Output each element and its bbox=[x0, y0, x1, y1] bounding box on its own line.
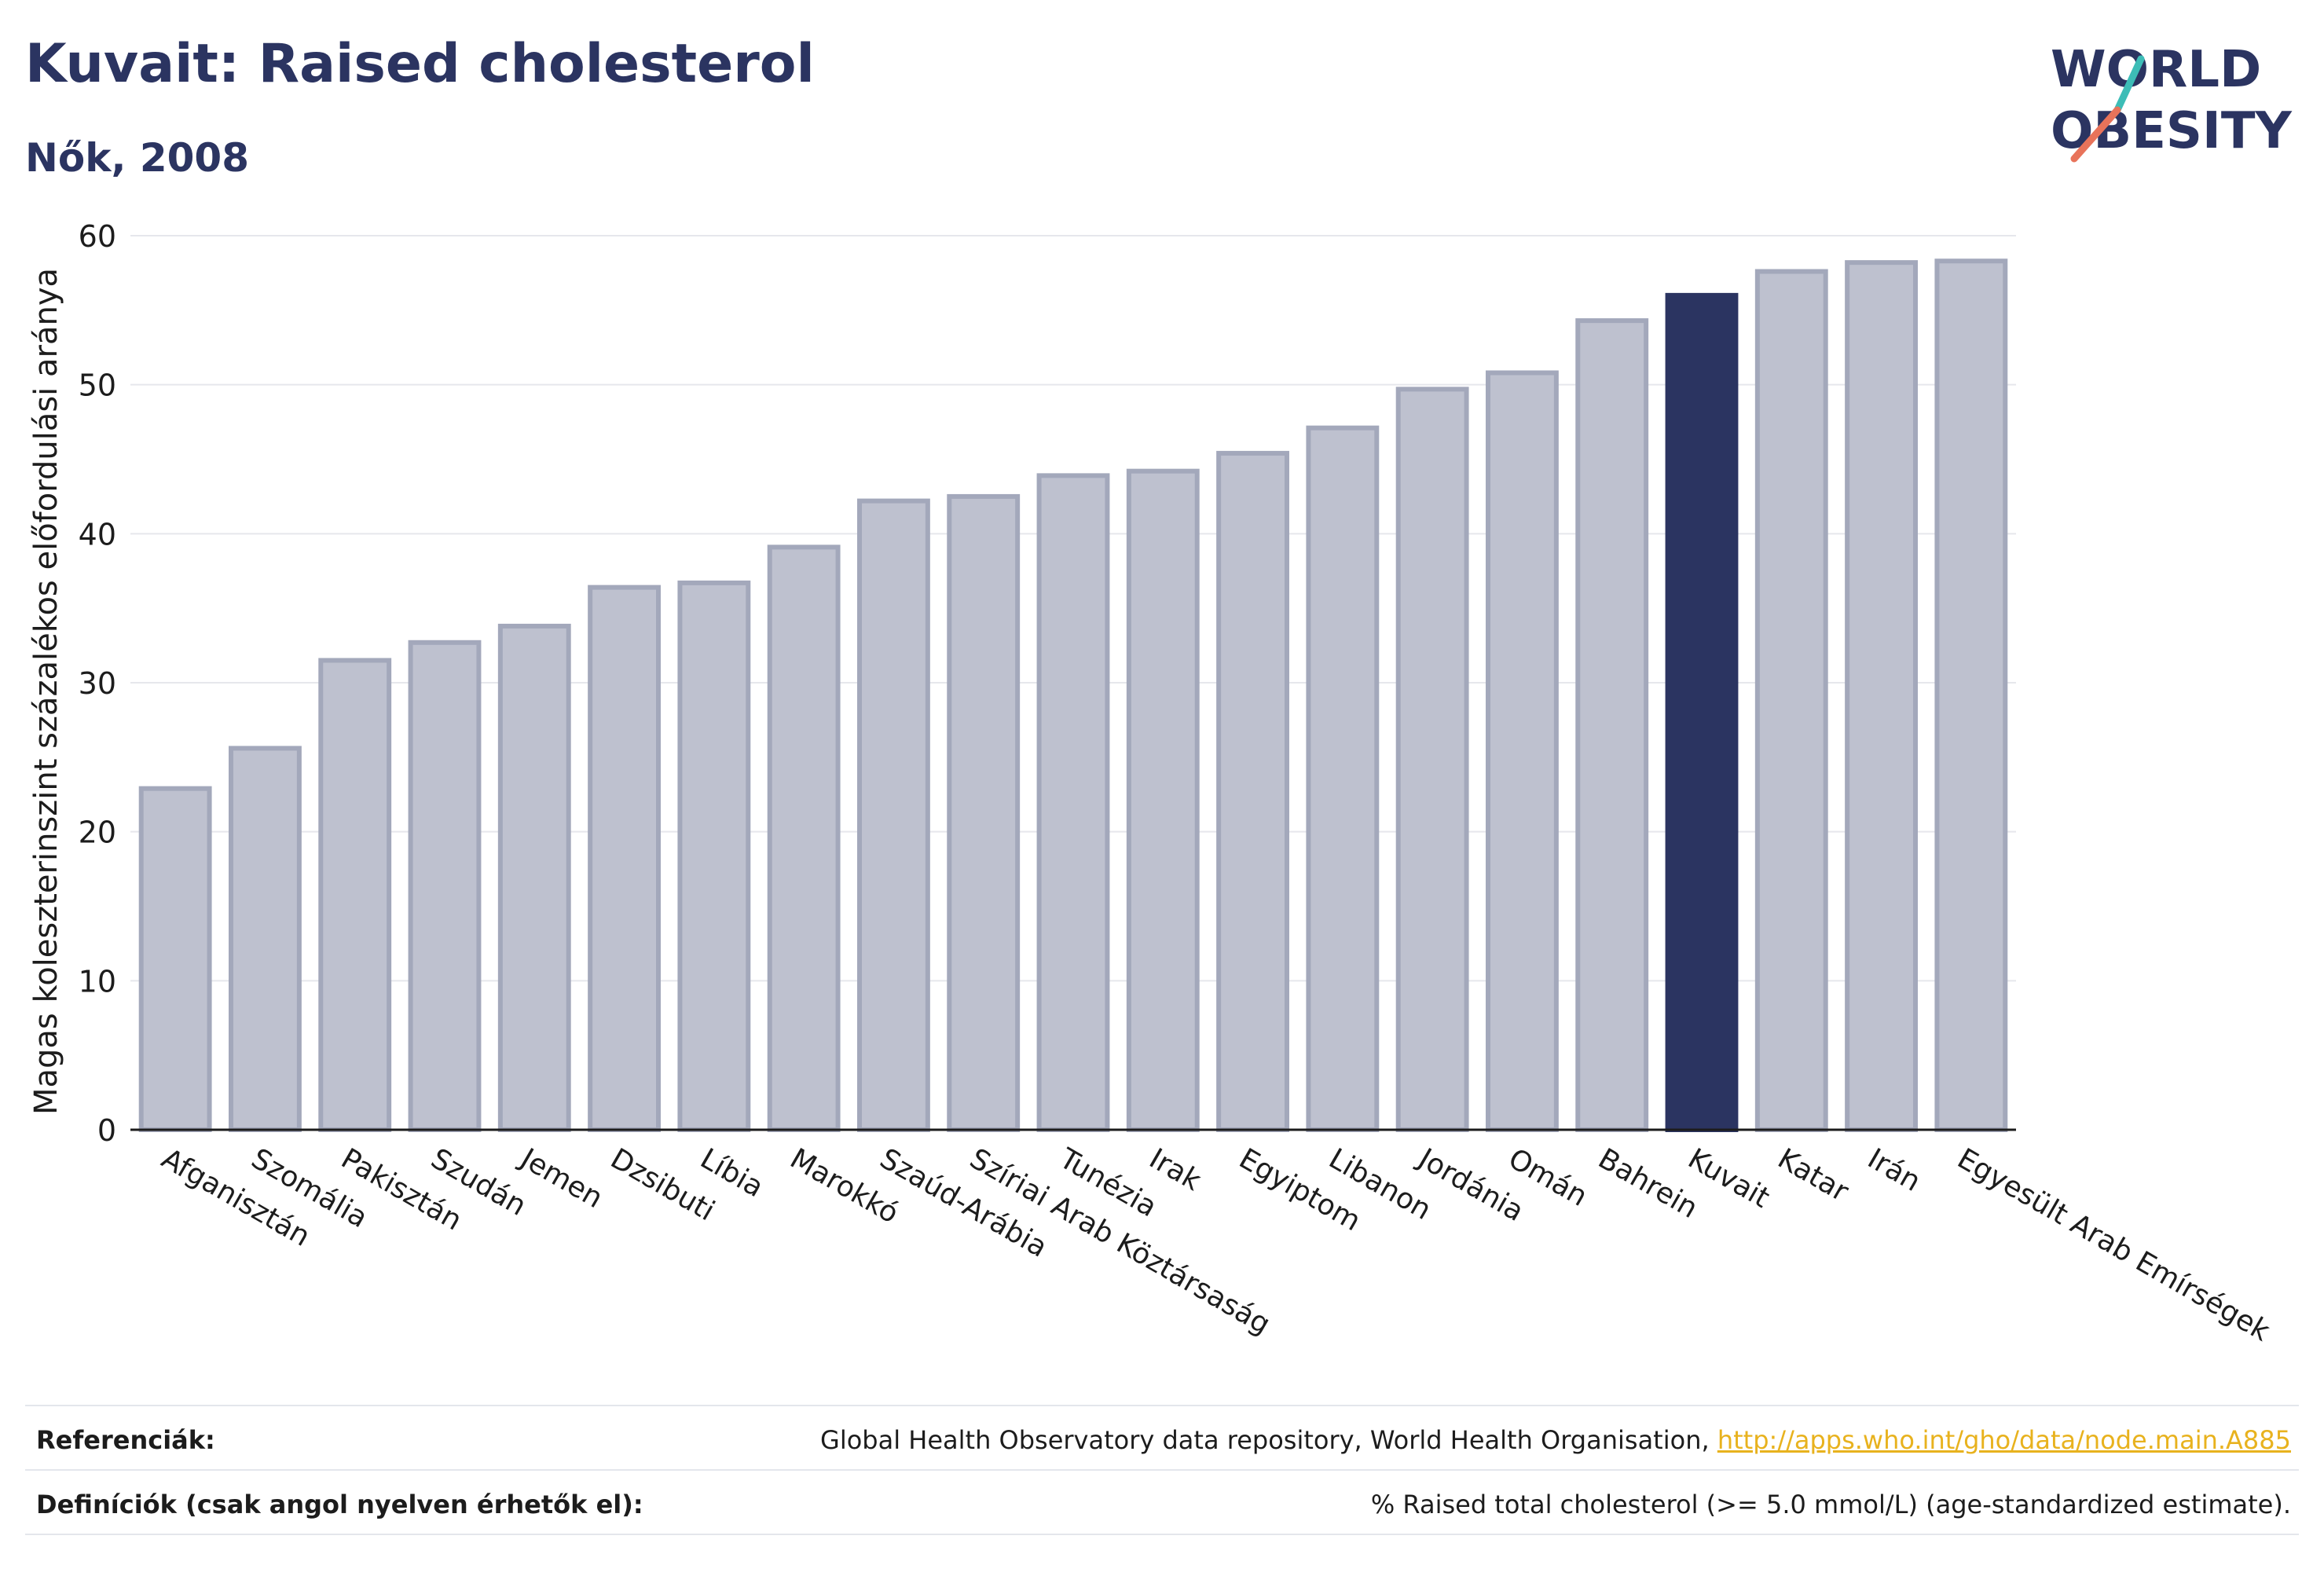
bar-4 bbox=[408, 640, 482, 1132]
bar-16 bbox=[1486, 370, 1559, 1132]
y-tick-label: 60 bbox=[79, 219, 116, 254]
x-tick-label: Egyesült Arab Emírségek bbox=[1952, 1142, 2275, 1347]
y-tick-label: 0 bbox=[97, 1113, 116, 1148]
x-tick-label: Jemen bbox=[514, 1142, 608, 1215]
bar-11 bbox=[1036, 473, 1110, 1132]
references-text: Global Health Observatory data repositor… bbox=[820, 1425, 2291, 1455]
bar-17 bbox=[1575, 318, 1649, 1132]
bars bbox=[138, 258, 2008, 1133]
y-tick-label: 10 bbox=[79, 964, 116, 999]
bar-10 bbox=[947, 493, 1021, 1132]
logo-line2: OBESITY bbox=[2051, 102, 2292, 160]
bar-18 bbox=[1665, 292, 1739, 1132]
footer-divider-middle bbox=[25, 1469, 2299, 1471]
y-tick-label: 20 bbox=[79, 815, 116, 850]
y-axis-label: Magas koleszterinszint százalékos előfor… bbox=[28, 268, 64, 1115]
page-title: Kuvait: Raised cholesterol bbox=[25, 33, 815, 95]
bar-12 bbox=[1126, 468, 1200, 1132]
definitions-label: Definíciók (csak angol nyelven érhetők e… bbox=[36, 1490, 643, 1519]
references-link[interactable]: http://apps.who.int/gho/data/node.main.A… bbox=[1717, 1425, 2291, 1455]
bar-chart: 0102030405060AfganisztánSzomáliaPakisztá… bbox=[28, 219, 2275, 1348]
x-tick-label: Irak bbox=[1144, 1142, 1207, 1197]
logo-slash-red bbox=[2070, 106, 2121, 163]
bar-21 bbox=[1934, 258, 2008, 1133]
x-tick-label: Bahrein bbox=[1593, 1142, 1703, 1225]
y-tick-label: 40 bbox=[79, 517, 116, 552]
footer-divider-top bbox=[25, 1405, 2299, 1406]
page-subtitle: Nők, 2008 bbox=[25, 135, 250, 181]
bar-3 bbox=[318, 658, 392, 1132]
footer-divider-bottom bbox=[25, 1534, 2299, 1535]
references-label: Referenciák: bbox=[36, 1425, 215, 1455]
definitions-text: % Raised total cholesterol (>= 5.0 mmol/… bbox=[1370, 1490, 2291, 1519]
bar-2 bbox=[229, 746, 302, 1132]
logo-line1: WORLD bbox=[2051, 41, 2261, 99]
world-obesity-logo: WORLD OBESITY bbox=[2051, 41, 2292, 163]
bar-5 bbox=[497, 623, 571, 1132]
x-tick-label: Katar bbox=[1772, 1142, 1854, 1208]
bar-9 bbox=[857, 498, 930, 1132]
bar-14 bbox=[1306, 425, 1380, 1132]
x-tick-label: Irán bbox=[1862, 1142, 1926, 1198]
bar-6 bbox=[588, 585, 662, 1132]
references-source: Global Health Observatory data repositor… bbox=[820, 1425, 1717, 1455]
bar-15 bbox=[1395, 387, 1469, 1132]
y-tick-label: 30 bbox=[79, 666, 116, 701]
bar-8 bbox=[767, 544, 841, 1132]
bar-19 bbox=[1754, 269, 1828, 1132]
y-tick-label: 50 bbox=[79, 368, 116, 403]
bar-7 bbox=[677, 580, 751, 1132]
bar-1 bbox=[138, 786, 212, 1132]
logo-slash-teal bbox=[2113, 55, 2145, 114]
bar-13 bbox=[1216, 450, 1289, 1132]
bar-20 bbox=[1845, 260, 1918, 1132]
